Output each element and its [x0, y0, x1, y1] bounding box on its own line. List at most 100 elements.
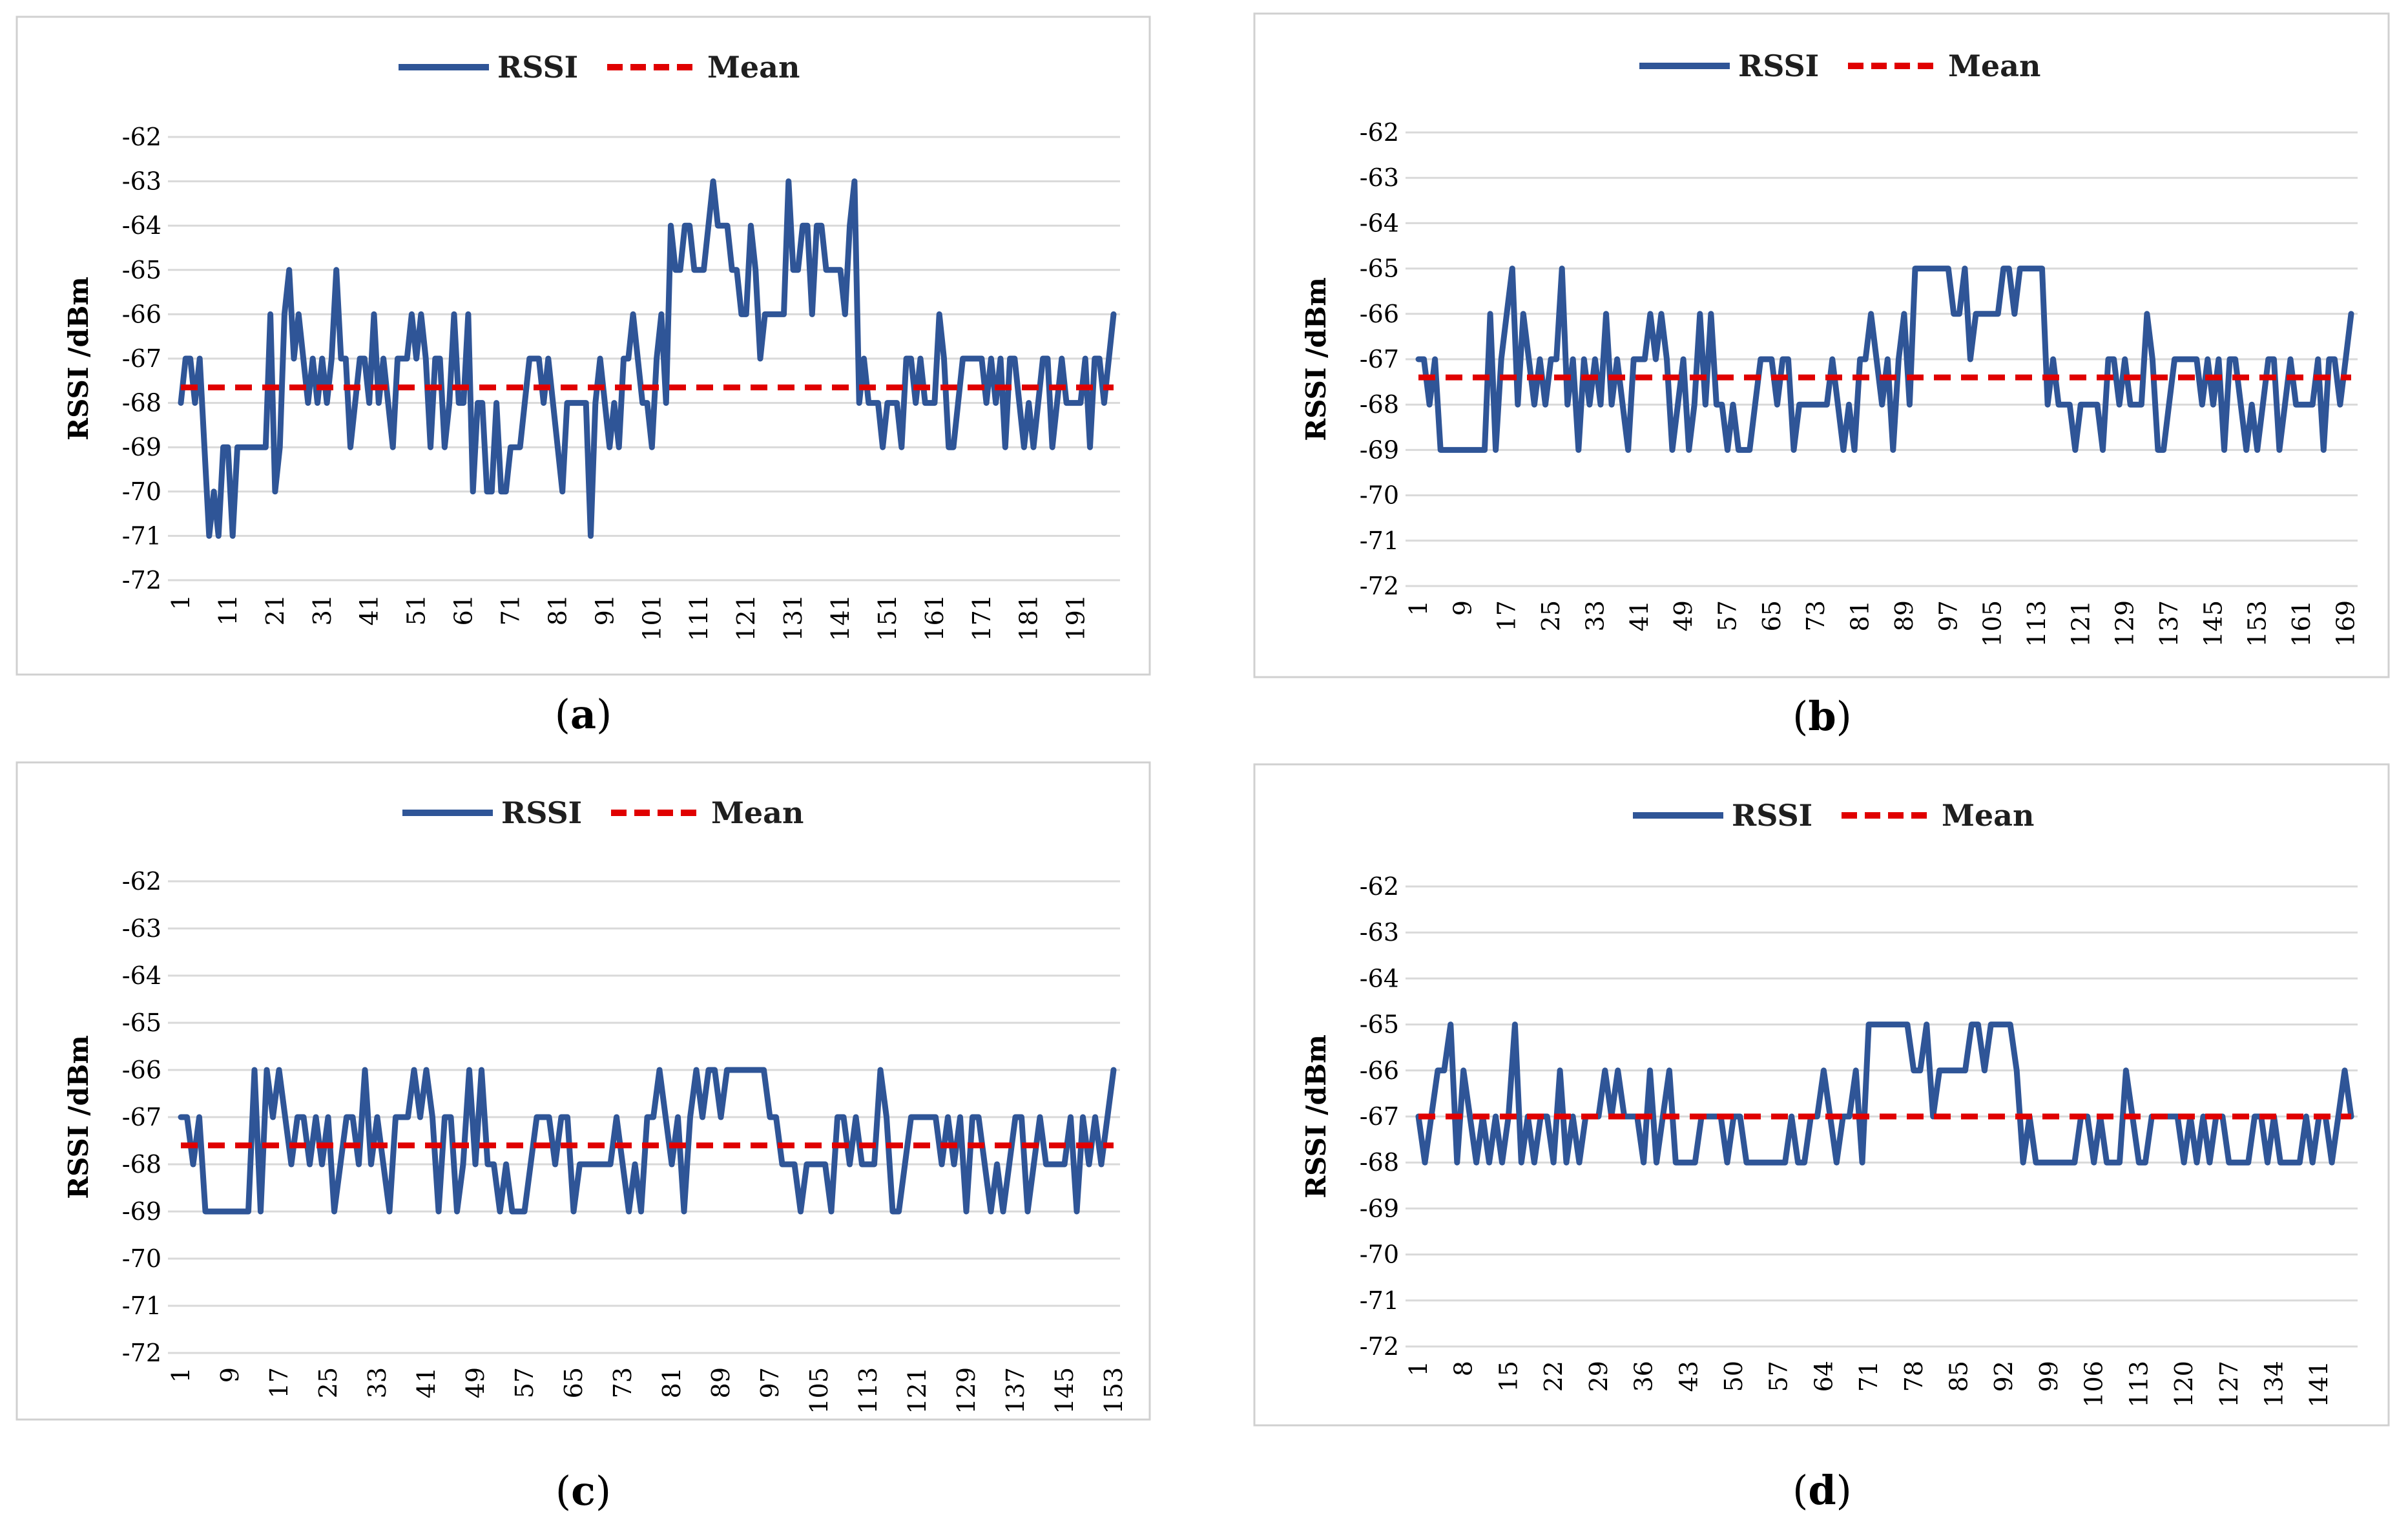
y-axis-title: RSSI /dBm — [63, 1035, 94, 1199]
x-tick-label: 78 — [1900, 1361, 1928, 1392]
x-tick-label: 57 — [1713, 600, 1741, 631]
y-tick-label: -71 — [122, 1292, 161, 1320]
y-tick-label: -70 — [122, 1244, 161, 1273]
x-tick-label: 71 — [497, 594, 525, 625]
x-tick-label: 111 — [685, 594, 713, 642]
y-tick-label: -69 — [122, 1197, 161, 1226]
y-tick-label: -72 — [122, 1339, 161, 1367]
x-tick-label: 1 — [167, 1367, 195, 1383]
x-tick-label: 61 — [450, 594, 478, 625]
x-tick-label: 29 — [1584, 1361, 1613, 1392]
x-tick-label: 81 — [543, 594, 572, 625]
y-tick-label: -67 — [122, 344, 161, 373]
x-tick-label: 51 — [402, 594, 431, 625]
y-tick-label: -70 — [1360, 1241, 1399, 1269]
x-tick-label: 41 — [412, 1367, 441, 1398]
y-tick-label: -68 — [122, 1150, 161, 1179]
x-tick-label: 101 — [638, 594, 666, 642]
x-tick-label: 113 — [2124, 1361, 2153, 1408]
y-tick-label: -69 — [1360, 435, 1399, 464]
y-tick-label: -72 — [1360, 1332, 1399, 1361]
x-tick-label: 57 — [510, 1367, 539, 1398]
y-tick-label: -70 — [122, 477, 161, 506]
y-tick-label: -66 — [1360, 1056, 1399, 1085]
y-tick-label: -71 — [1360, 527, 1399, 555]
y-tick-label: -67 — [1360, 345, 1399, 373]
x-tick-label: 1 — [1404, 1361, 1433, 1376]
chart-frame — [16, 761, 1151, 1421]
panel-caption: (a) — [555, 691, 612, 738]
x-tick-label: 141 — [2305, 1361, 2333, 1408]
x-tick-label: 153 — [1099, 1367, 1128, 1414]
y-tick-label: -65 — [1360, 255, 1399, 283]
y-axis-title: RSSI /dBm — [1300, 277, 1332, 441]
x-tick-label: 81 — [658, 1367, 686, 1398]
rssi-series-line — [1415, 266, 2354, 453]
x-tick-label: 97 — [1934, 600, 1962, 631]
chart-panel-d: -62 -63 -64 -65 -66 -67 -68 -69 -70 -71 -72 1 8 15 22 2… — [1253, 763, 2390, 1514]
y-tick-label: -69 — [122, 433, 161, 461]
chart-frame — [16, 16, 1151, 676]
x-tick-label: 99 — [2035, 1361, 2063, 1392]
y-tick-label: -62 — [122, 867, 161, 896]
x-tick-label: 9 — [216, 1367, 244, 1383]
x-tick-label: 9 — [1448, 600, 1477, 616]
x-tick-label: 41 — [355, 594, 384, 625]
x-tick-label: 161 — [2287, 600, 2316, 647]
x-tick-label: 73 — [1801, 600, 1830, 631]
x-tick-label: 8 — [1449, 1361, 1478, 1376]
x-tick-label: 105 — [805, 1367, 833, 1414]
x-tick-label: 120 — [2170, 1361, 2198, 1408]
x-tick-label: 57 — [1765, 1361, 1793, 1392]
chart-frame — [1253, 12, 2390, 678]
x-tick-label: 121 — [732, 594, 760, 642]
y-tick-label: -64 — [122, 211, 161, 240]
x-tick-label: 1 — [1404, 600, 1433, 616]
x-tick-label: 64 — [1809, 1361, 1838, 1392]
y-tick-label: -65 — [122, 256, 161, 284]
x-tick-label: 169 — [2331, 600, 2360, 647]
x-tick-label: 1 — [167, 594, 195, 610]
x-tick-label: 134 — [2259, 1361, 2288, 1408]
chart-panel-a: -62-63-64-65-66-67-68-69-70-71-721 11 21 31… — [16, 16, 1151, 738]
x-tick-label: 89 — [707, 1367, 735, 1398]
x-tick-label: 191 — [1062, 594, 1090, 642]
x-tick-label: 36 — [1630, 1361, 1658, 1392]
y-tick-label: -69 — [1360, 1194, 1399, 1222]
panel-caption: (c) — [555, 1467, 611, 1514]
x-tick-label: 65 — [1758, 600, 1786, 631]
x-tick-label: 127 — [2215, 1361, 2243, 1408]
y-tick-label: -72 — [1360, 572, 1399, 600]
x-tick-label: 25 — [1537, 600, 1565, 631]
x-tick-label: 105 — [1978, 600, 2007, 647]
x-tick-label: 81 — [1846, 600, 1874, 631]
x-tick-label: 71 — [1854, 1361, 1883, 1392]
y-tick-label: -70 — [1360, 481, 1399, 510]
x-tick-label: 113 — [854, 1367, 882, 1414]
x-tick-label: 73 — [608, 1367, 637, 1398]
legend-rssi-label: RSSI — [497, 50, 578, 85]
legend-rssi-label: RSSI — [501, 795, 582, 830]
legend-rssi-label: RSSI — [1732, 798, 1812, 833]
rssi-series-line — [178, 1067, 1117, 1215]
y-tick-label: -63 — [1360, 163, 1399, 192]
x-tick-label: 21 — [261, 594, 289, 625]
x-tick-label: 161 — [920, 594, 949, 642]
chart-panel-b: -62 -63 -64 -65 -66 -67 -68 -69 -70 -71 -72 1 9 17 25 3… — [1253, 12, 2390, 740]
chart-panel-c: -62 -63 -64 -65 -66 -67 -68 -69 -70 -71 -72 1 9 17 25 3… — [16, 761, 1151, 1514]
x-tick-label: 33 — [363, 1367, 391, 1398]
y-tick-label: -72 — [122, 566, 161, 594]
y-tick-label: -63 — [122, 914, 161, 943]
rssi-series-line — [178, 178, 1117, 539]
x-tick-label: 17 — [265, 1367, 293, 1398]
y-tick-label: -66 — [1360, 300, 1399, 328]
x-tick-label: 121 — [2066, 600, 2095, 647]
panel-caption: (b) — [1792, 693, 1852, 740]
x-tick-label: 25 — [314, 1367, 342, 1398]
x-tick-label: 131 — [779, 594, 807, 642]
y-tick-label: -62 — [122, 123, 161, 151]
legend-mean-label: Mean — [1942, 798, 2034, 833]
x-tick-label: 89 — [1890, 600, 1918, 631]
x-tick-label: 153 — [2243, 600, 2272, 647]
x-tick-label: 129 — [2111, 600, 2139, 647]
